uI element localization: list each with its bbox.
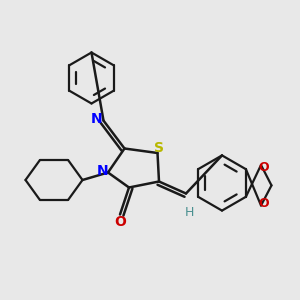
Text: O: O xyxy=(258,161,269,174)
Text: O: O xyxy=(114,215,126,229)
Text: H: H xyxy=(184,206,194,220)
Text: O: O xyxy=(258,196,269,210)
Text: N: N xyxy=(91,112,103,126)
Text: N: N xyxy=(97,164,108,178)
Text: S: S xyxy=(154,141,164,154)
